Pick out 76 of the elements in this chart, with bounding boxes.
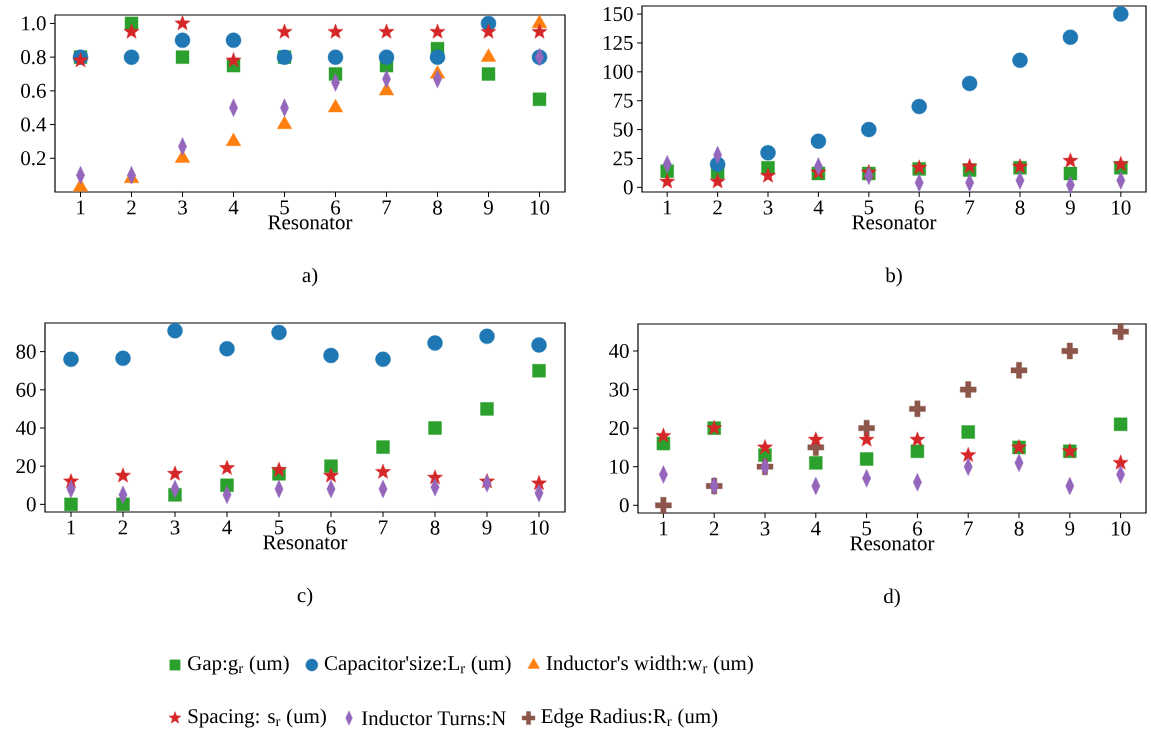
x-axis-title: Resonator [852, 215, 937, 230]
y-tick-label: 40 [608, 343, 629, 359]
y-tick-label: 20 [609, 421, 629, 436]
x-tick-label: 4 [228, 200, 239, 215]
y-tick-label: 150 [603, 7, 633, 22]
legend-label: Inductor's width:w$_{r}$ (um) [546, 655, 753, 675]
x-tick-label: 4 [810, 521, 821, 536]
x-tick-label: 8 [433, 200, 442, 215]
x-tick-label: 10 [530, 200, 550, 215]
y-tick-label: 0.4 [21, 117, 47, 132]
legend-label: Capacitor'size:L$_{r}$ (um) [324, 655, 511, 675]
x-tick-label: 3 [170, 520, 180, 535]
x-tick-label: 1 [77, 200, 85, 215]
y-tick-label: 0.2 [21, 151, 46, 166]
x-tick-label: 1 [67, 520, 75, 535]
x-tick-label: 7 [379, 520, 388, 535]
y-tick-label: 25 [613, 151, 633, 166]
y-tick-label: 0 [623, 180, 633, 195]
x-tick-label: 5 [280, 200, 289, 215]
x-tick-label: 8 [1015, 200, 1025, 215]
x-tick-label: 10 [1111, 521, 1131, 536]
legend-label: Inductor Turns:N [361, 710, 506, 726]
text: a) [302, 267, 318, 287]
x-axis-title: Resonator [268, 215, 353, 230]
x-tick-label: 9 [483, 200, 493, 215]
x-tick-label: 4 [222, 520, 232, 535]
y-tick-label: 80 [16, 344, 36, 359]
legend-label: Gap:g$_{r}$ (um) [188, 655, 289, 675]
x-tick-label: 4 [813, 200, 824, 215]
x-tick-label: 8 [1014, 521, 1024, 536]
x-tick-label: 9 [1065, 200, 1075, 215]
x-tick-label: 7 [382, 200, 392, 215]
y-tick-label: 60 [16, 382, 36, 397]
y-tick-label: 0 [619, 498, 629, 513]
x-tick-label: 2 [127, 200, 136, 215]
x-tick-label: 2 [118, 520, 128, 535]
y-tick-label: 30 [609, 382, 629, 397]
x-tick-label: 6 [326, 520, 336, 535]
x-tick-label: 3 [763, 200, 773, 215]
x-tick-label: 9 [1065, 521, 1075, 536]
x-tick-label: 5 [862, 521, 872, 536]
x-tick-label: 1 [660, 521, 668, 536]
x-tick-label: 9 [482, 520, 492, 535]
x-tick-label: 3 [178, 200, 187, 215]
y-tick-label: 125 [603, 35, 633, 50]
x-tick-label: 2 [713, 200, 722, 215]
y-tick-label: 40 [15, 420, 36, 436]
x-tick-label: 8 [430, 520, 440, 535]
x-tick-label: 7 [964, 521, 973, 536]
y-tick-label: 0.6 [21, 83, 46, 98]
legend-label: Spacing: s$_{r}$ (um) [188, 708, 326, 728]
text: d) [884, 588, 900, 608]
y-tick-label: 1.0 [22, 16, 46, 31]
x-tick-label: 6 [914, 200, 924, 215]
text: b) [885, 267, 902, 287]
x-tick-label: 6 [913, 521, 923, 536]
y-tick-label: 75 [613, 93, 633, 108]
y-tick-label: 50 [613, 122, 633, 137]
y-tick-label: 100 [603, 64, 633, 79]
x-tick-label: 3 [760, 521, 770, 536]
x-tick-label: 1 [663, 200, 672, 215]
x-tick-label: 10 [530, 520, 549, 535]
legend-label: Edge Radius:R$_{r}$ (um) [541, 708, 718, 728]
x-tick-label: 2 [709, 521, 719, 536]
x-axis-title: Resonator [850, 536, 935, 551]
x-tick-label: 5 [864, 200, 874, 215]
text: c) [297, 587, 313, 607]
y-tick-label: 0 [26, 497, 36, 512]
y-tick-label: 0.8 [21, 50, 46, 65]
x-axis-title: Resonator [263, 535, 348, 550]
y-tick-label: 20 [16, 459, 36, 474]
y-tick-label: 10 [610, 459, 629, 474]
x-tick-label: 10 [1112, 200, 1131, 215]
x-tick-label: 5 [274, 520, 284, 535]
x-tick-label: 6 [331, 200, 341, 215]
x-tick-label: 7 [965, 200, 975, 215]
